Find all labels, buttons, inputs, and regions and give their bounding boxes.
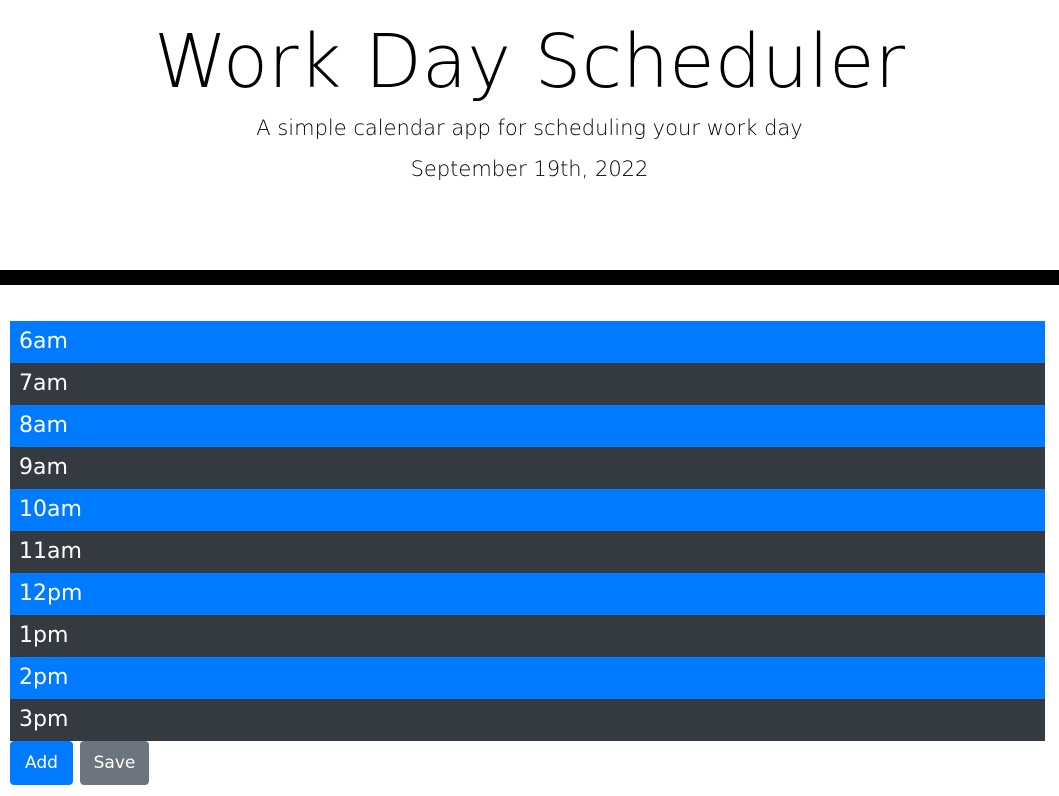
page-title: Work Day Scheduler <box>153 19 906 105</box>
hour-row-10am[interactable]: 10am <box>10 489 1045 531</box>
hour-row-11am[interactable]: 11am <box>10 531 1045 573</box>
page-subtitle: A simple calendar app for scheduling you… <box>256 116 803 140</box>
current-date: September 19th, 2022 <box>410 157 649 181</box>
hour-row-1pm[interactable]: 1pm <box>10 615 1045 657</box>
hour-row-12pm[interactable]: 12pm <box>10 573 1045 615</box>
hour-row-2pm[interactable]: 2pm <box>10 657 1045 699</box>
header-divider <box>0 270 1059 285</box>
hour-row-7am[interactable]: 7am <box>10 363 1045 405</box>
save-button[interactable]: Save <box>80 741 149 785</box>
hour-row-3pm[interactable]: 3pm <box>10 699 1045 741</box>
hour-list: 6am 7am 8am 9am 10am 11am 12pm 1pm 2pm 3… <box>10 321 1045 741</box>
hour-row-8am[interactable]: 8am <box>10 405 1045 447</box>
page-header: Work Day Scheduler A simple calendar app… <box>0 0 1059 270</box>
hour-row-9am[interactable]: 9am <box>10 447 1045 489</box>
hour-row-6am[interactable]: 6am <box>10 321 1045 363</box>
add-button[interactable]: Add <box>10 741 73 785</box>
